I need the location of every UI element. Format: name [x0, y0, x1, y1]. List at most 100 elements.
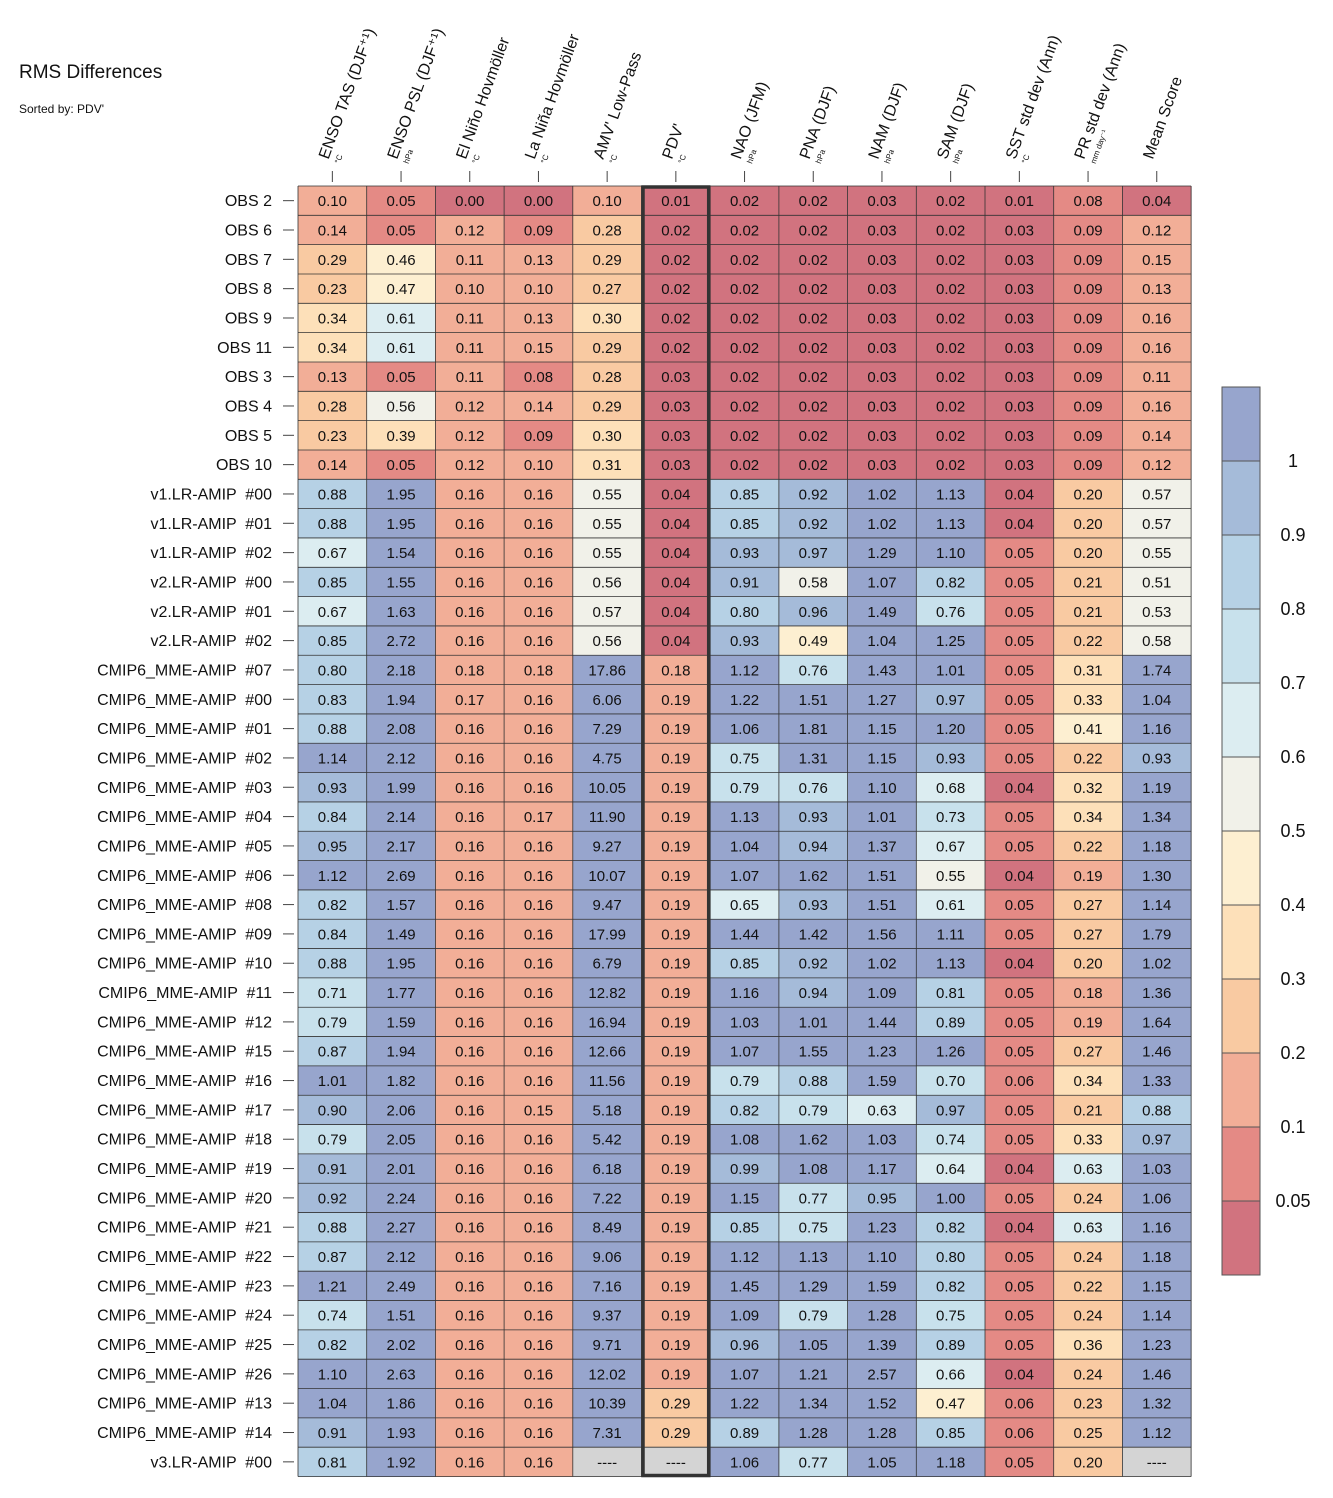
heatmap-cell — [641, 1447, 711, 1478]
heatmap-cell — [435, 215, 505, 246]
cell-value-label: 0.12 — [1142, 457, 1171, 474]
cell-value-label: 1.49 — [867, 604, 896, 621]
cell-value-label: 0.68 — [936, 780, 965, 797]
row-label-cmip6-mme-amip-17: CMIP6_MME-AMIP #17 — [97, 1102, 272, 1119]
heatmap-cell — [298, 567, 368, 598]
row-label-cmip6-mme-amip-25: CMIP6_MME-AMIP #25 — [97, 1337, 272, 1354]
column-unit-label: °C — [677, 153, 689, 165]
heatmap-cell — [366, 1417, 436, 1448]
heatmap-cell — [985, 1212, 1055, 1243]
cell-value-label: 1.15 — [867, 750, 896, 767]
cell-value-label: 2.63 — [386, 1366, 415, 1383]
cell-value-label: 0.12 — [455, 398, 484, 415]
heatmap-cell — [641, 449, 711, 480]
heatmap-cell — [435, 1359, 505, 1390]
cell-value-label: 0.29 — [661, 1425, 690, 1442]
cell-value-label: 0.19 — [661, 721, 690, 738]
heatmap-cell — [710, 772, 780, 803]
cell-value-label: 0.82 — [936, 1278, 965, 1295]
heatmap-cell — [504, 889, 574, 920]
cell-value-label: 0.16 — [524, 780, 553, 797]
heatmap-cell — [778, 391, 849, 422]
heatmap-cell — [1053, 684, 1123, 715]
cell-value-label: 0.04 — [661, 604, 690, 621]
cell-value-label: 0.03 — [1005, 428, 1034, 445]
cell-value-label: 0.46 — [386, 252, 415, 269]
heatmap-cell — [641, 1271, 711, 1302]
cell-value-label: 0.22 — [1073, 633, 1102, 650]
heatmap-cell — [710, 332, 780, 363]
cell-value-label: 0.08 — [524, 369, 553, 386]
cell-value-label: 0.16 — [455, 516, 484, 533]
row-labels: OBS 2 OBS 6 OBS 7 OBS 8 OBS 9 OBS 11 OBS 3 OBS … — [97, 193, 294, 1471]
heatmap-cell — [298, 186, 368, 216]
heatmap-cell — [985, 1329, 1055, 1360]
cell-value-label: 1.32 — [1142, 1396, 1171, 1413]
heatmap-cell — [710, 1212, 780, 1243]
cell-value-label: 0.02 — [730, 340, 759, 357]
heatmap-cell — [847, 332, 917, 363]
heatmap-cell — [572, 186, 642, 216]
cell-value-label: 1.99 — [386, 780, 415, 797]
cell-value-label: 0.03 — [1005, 310, 1034, 327]
cell-value-label: ---- — [1147, 1454, 1167, 1471]
cell-value-label: 0.79 — [730, 1073, 759, 1090]
heatmap-cell — [641, 655, 711, 686]
cell-value-label: 0.06 — [1005, 1396, 1034, 1413]
cell-value-label: 0.09 — [524, 222, 553, 239]
cell-value-label: 0.74 — [936, 1132, 965, 1149]
cell-value-label: 0.51 — [1142, 574, 1171, 591]
cell-value-label: 0.02 — [661, 281, 690, 298]
column-header-mean-score: Mean Score — [1141, 74, 1187, 161]
cell-value-label: 0.10 — [524, 281, 553, 298]
cell-value-label: 0.05 — [1005, 633, 1034, 650]
heatmap-cell — [1053, 1300, 1123, 1331]
heatmap-cell — [641, 860, 711, 891]
heatmap-cell — [778, 420, 849, 451]
cell-value-label: 0.05 — [1005, 692, 1034, 709]
heatmap-cell — [298, 948, 368, 979]
heatmap-cell — [1122, 1007, 1192, 1038]
cell-value-label: 0.16 — [524, 1014, 553, 1031]
cell-value-label: 0.85 — [318, 574, 347, 591]
cell-value-label: 0.97 — [799, 545, 828, 562]
cell-value-label: 0.81 — [318, 1454, 347, 1471]
cell-value-label: 0.76 — [799, 662, 828, 679]
heatmap-cell — [1122, 1183, 1192, 1214]
cell-value-label: 2.05 — [386, 1132, 415, 1149]
heatmap-cell — [572, 303, 642, 334]
heatmap-cell — [435, 1065, 505, 1096]
cell-value-label: 1.01 — [799, 1014, 828, 1031]
colorbar-tick-label: 0.3 — [1280, 969, 1305, 989]
cell-value-label: 0.79 — [318, 1132, 347, 1149]
heatmap-cell — [847, 1300, 917, 1331]
heatmap-cell — [1053, 1095, 1123, 1126]
cell-value-label: 0.11 — [1143, 369, 1171, 386]
column-header-el-ni-o-hovm-ller: El Niño Hovmöller°C — [454, 35, 514, 165]
cell-value-label: 0.16 — [524, 633, 553, 650]
heatmap-cell — [778, 332, 849, 363]
cell-value-label: 2.08 — [386, 721, 415, 738]
cell-value-label: 0.93 — [936, 750, 965, 767]
cell-value-label: 0.16 — [524, 486, 553, 503]
heatmap-cell — [710, 1417, 780, 1448]
heatmap-cell — [572, 508, 642, 539]
cell-value-label: 2.27 — [386, 1220, 415, 1237]
cell-value-label: 0.80 — [318, 662, 347, 679]
cell-value-label: 0.09 — [1073, 222, 1102, 239]
heatmap-cell — [1122, 1388, 1192, 1419]
cell-value-label: 0.17 — [524, 809, 553, 826]
heatmap-cell — [778, 860, 849, 891]
cell-value-label: 0.16 — [524, 1190, 553, 1207]
heatmap-cell — [1053, 948, 1123, 979]
cell-value-label: 1.07 — [867, 574, 896, 591]
heatmap-cell — [298, 1329, 368, 1360]
heatmap-cell — [1053, 273, 1123, 304]
heatmap-cell — [916, 1359, 986, 1390]
cell-value-label: 0.19 — [661, 1278, 690, 1295]
heatmap-cell — [366, 361, 436, 392]
cell-value-label: 0.16 — [524, 750, 553, 767]
cell-value-label: 0.92 — [799, 486, 828, 503]
heatmap-cell — [985, 1447, 1055, 1478]
cell-value-label: 1.43 — [867, 662, 896, 679]
